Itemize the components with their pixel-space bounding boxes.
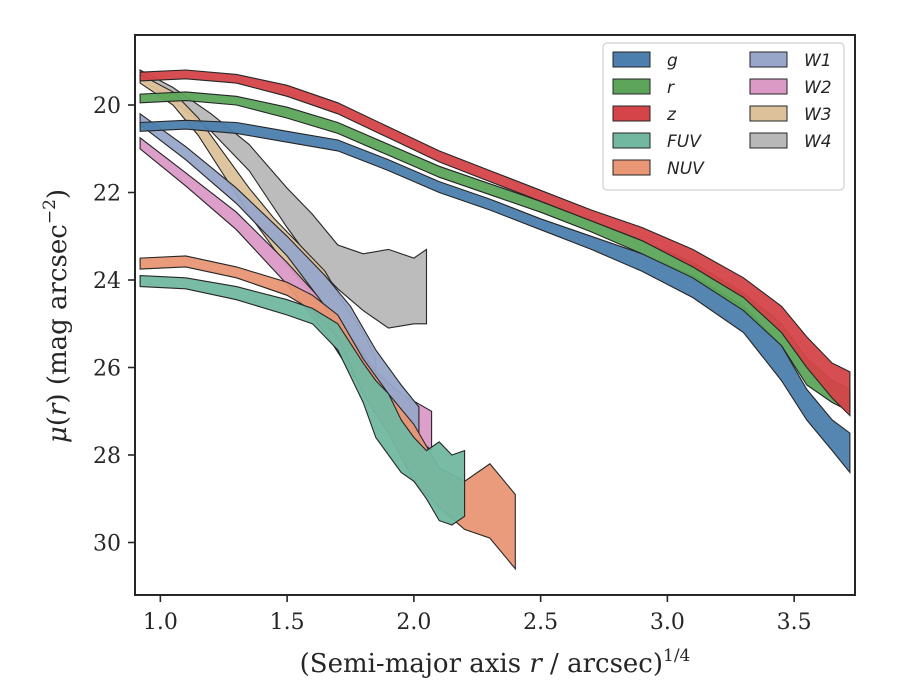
legend-swatch-w2 [749,78,788,95]
x-tick-label: 3.0 [650,610,685,635]
x-tick-label: 1.5 [270,610,305,635]
y-tick-label: 26 [93,357,121,382]
legend-label-w3: W3 [804,105,832,125]
band-g [139,119,851,475]
legend-label-w4: W4 [804,132,832,152]
band-z [139,69,851,417]
y-tick-label: 20 [93,94,121,119]
legend-swatch-nuv [612,159,651,176]
y-tick-label: 30 [93,532,121,557]
legend-label-fuv: FUV [667,132,702,152]
legend-swatch-w3 [749,105,788,122]
band-fuv [139,275,466,526]
axis-ticks: 1.0 1.5 2.0 2.5 3.0 3.5 20 22 24 26 28 30 [93,94,812,635]
legend-swatch-fuv [612,132,651,149]
legend-swatch-w4 [749,132,788,149]
x-tick-label: 2.5 [523,610,558,635]
legend-swatch-w1 [749,51,788,68]
y-tick-label: 28 [93,444,121,469]
band-w4 [139,69,428,329]
legend-swatch-z [612,105,651,122]
legend-label-nuv: NUV [667,159,705,179]
y-tick-label: 22 [93,182,121,207]
legend-label-g: g [667,51,678,71]
legend-label-w2: W2 [804,78,832,98]
x-axis-title: (Semi-major axis r / arcsec)1/4 [300,646,691,679]
legend-swatch-r [612,78,651,95]
y-tick-label: 24 [93,269,121,294]
legend: grz FUV NUV W1 W2 W3 W4 [602,42,845,191]
legend-swatch-g [612,51,651,68]
legend-label-w1: W1 [804,51,832,71]
legend-label-z: z [666,105,677,125]
x-tick-label: 1.0 [143,610,178,635]
y-axis-title: μ(r) (mag arcsec−2) [40,189,73,443]
x-tick-label: 3.5 [777,610,812,635]
legend-label-r: r [667,78,675,98]
plot-frame [134,34,856,596]
x-tick-label: 2.0 [396,610,431,635]
profile-bands [139,69,851,571]
